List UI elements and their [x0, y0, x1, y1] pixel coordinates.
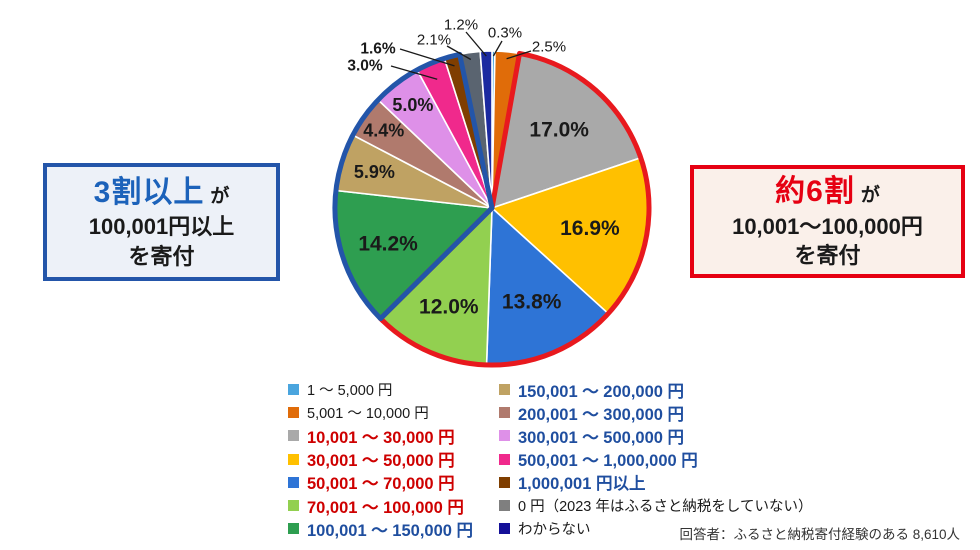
legend-swatch-icon: [499, 407, 510, 419]
callout-left-suffix: が: [210, 185, 230, 207]
legend-item-label: 30,001 ～ 50,000 円: [307, 452, 455, 471]
legend-item-label: 300,001 ～ 500,000 円: [518, 428, 685, 447]
legend-item-label: わからない: [518, 522, 591, 539]
slice-percent-label: 4.4%: [363, 121, 404, 141]
legend-item: 1,000,001 円以上: [499, 471, 812, 494]
legend-swatch-icon: [499, 384, 510, 396]
slice-percent-label: 0.3%: [488, 25, 522, 42]
leader-line: [390, 65, 438, 80]
legend-swatch-icon: [288, 500, 299, 512]
leader-line: [399, 48, 455, 67]
slice-percent-label: 2.1%: [417, 32, 451, 49]
legend-item-label: 500,001 ～ 1,000,000 円: [518, 452, 698, 471]
slice-percent-label: 16.9%: [560, 217, 620, 240]
legend-item-label: 100,001 ～ 150,000 円: [307, 521, 474, 540]
leader-line: [465, 31, 487, 57]
slice-percent-label: 17.0%: [529, 118, 589, 141]
callout-left-box: 3割以上 が 100,001円以上 を寄付: [43, 163, 280, 281]
legend-item-label: 10,001 ～ 30,000 円: [307, 428, 455, 447]
slice-percent-label: 14.2%: [358, 233, 418, 256]
legend-item-label: 1 ～ 5,000 円: [307, 383, 393, 400]
callout-left-headline: 3割以上: [93, 175, 205, 209]
legend-item: 300,001 ～ 500,000 円: [499, 424, 812, 447]
group-outline-2: [332, 51, 495, 322]
legend-item: 10,001 ～ 30,000 円: [288, 424, 473, 447]
legend-item: 200,001 ～ 300,000 円: [499, 401, 812, 424]
legend-item-label: 200,001 ～ 300,000 円: [518, 405, 685, 424]
legend-item: 0 円（2023 年はふるさと納税をしていない）: [499, 494, 812, 517]
legend-item: 150,001 ～ 200,000 円: [499, 378, 812, 401]
callout-right-line3: を寄付: [794, 243, 861, 269]
legend-swatch-icon: [288, 453, 299, 465]
legend-column-2: 150,001 ～ 200,000 円 200,001 ～ 300,000 円 30…: [499, 378, 812, 540]
legend-item-label: 50,001 ～ 70,000 円: [307, 475, 455, 494]
legend-swatch-icon: [499, 453, 510, 465]
respondents-note: 回答者：ふるさと納税寄付経験のある 8,610人: [679, 527, 960, 542]
legend-item: 70,001 ～ 100,000 円: [288, 494, 473, 517]
callout-left-line3: を寄付: [128, 243, 195, 269]
legend-swatch-icon: [288, 430, 299, 442]
legend-swatch-icon: [499, 500, 510, 512]
callout-left-row1: 3割以上 が: [94, 174, 230, 212]
legend-item: 100,001 ～ 150,000 円: [288, 517, 473, 540]
legend-swatch-icon: [288, 384, 299, 396]
callout-right-suffix: が: [860, 185, 880, 207]
legend-item-label: 0 円（2023 年はふるさと納税をしていない）: [518, 499, 813, 516]
callout-right-line2: 10,001～100,000円: [732, 213, 923, 239]
legend-swatch-icon: [499, 430, 510, 442]
legend-item: 30,001 ～ 50,000 円: [288, 448, 473, 471]
legend-column-1: 1 ～ 5,000 円 5,001 ～ 10,000 円 10,001 ～ 30,0…: [288, 378, 473, 540]
legend-swatch-icon: [288, 523, 299, 535]
legend-item: 5,001 ～ 10,000 円: [288, 401, 473, 424]
legend-item-label: 5,001 ～ 10,000 円: [307, 406, 429, 423]
legend-item: 1 ～ 5,000 円: [288, 378, 473, 401]
slice-percent-label: 1.2%: [444, 17, 478, 34]
legend-item: わからない: [499, 517, 812, 540]
legend-swatch-icon: [288, 476, 299, 488]
legend-item-label: 150,001 ～ 200,000 円: [518, 382, 685, 401]
leader-line: [446, 45, 472, 61]
slice-percent-label: 12.0%: [419, 296, 479, 319]
callout-right-box: 約6割 が 10,001～100,000円 を寄付: [690, 165, 965, 278]
callout-left-line2: 100,001円以上: [88, 214, 235, 240]
slice-percent-label: 13.8%: [502, 291, 562, 314]
leader-line: [492, 40, 503, 57]
slice-percent-label: 5.9%: [354, 162, 395, 182]
legend-item-label: 1,000,001 円以上: [518, 475, 646, 494]
group-outline-1: [378, 50, 652, 368]
legend-item: 50,001 ～ 70,000 円: [288, 471, 473, 494]
slice-percent-label: 1.6%: [360, 41, 396, 58]
legend-swatch-icon: [499, 523, 510, 535]
slice-percent-label: 3.0%: [347, 58, 383, 75]
leader-line: [506, 50, 532, 60]
slice-percent-label: 2.5%: [532, 39, 566, 56]
pie-slice-14: [479, 50, 493, 209]
legend-swatch-icon: [288, 407, 299, 419]
callout-right-headline: 約6割: [775, 175, 855, 209]
slice-percent-label: 5.0%: [392, 95, 433, 115]
legend-item-label: 70,001 ～ 100,000 円: [307, 498, 464, 517]
callout-right-row1: 約6割 が: [775, 173, 880, 211]
legend-swatch-icon: [499, 476, 510, 488]
legend-item: 500,001 ～ 1,000,000 円: [499, 448, 812, 471]
